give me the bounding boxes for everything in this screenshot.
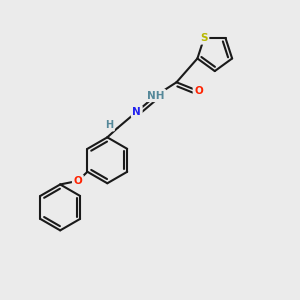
Text: N: N [132, 107, 141, 117]
Text: NH: NH [147, 91, 165, 100]
Text: S: S [200, 33, 208, 43]
Text: O: O [74, 176, 82, 186]
Text: H: H [105, 120, 113, 130]
Text: O: O [194, 86, 203, 96]
